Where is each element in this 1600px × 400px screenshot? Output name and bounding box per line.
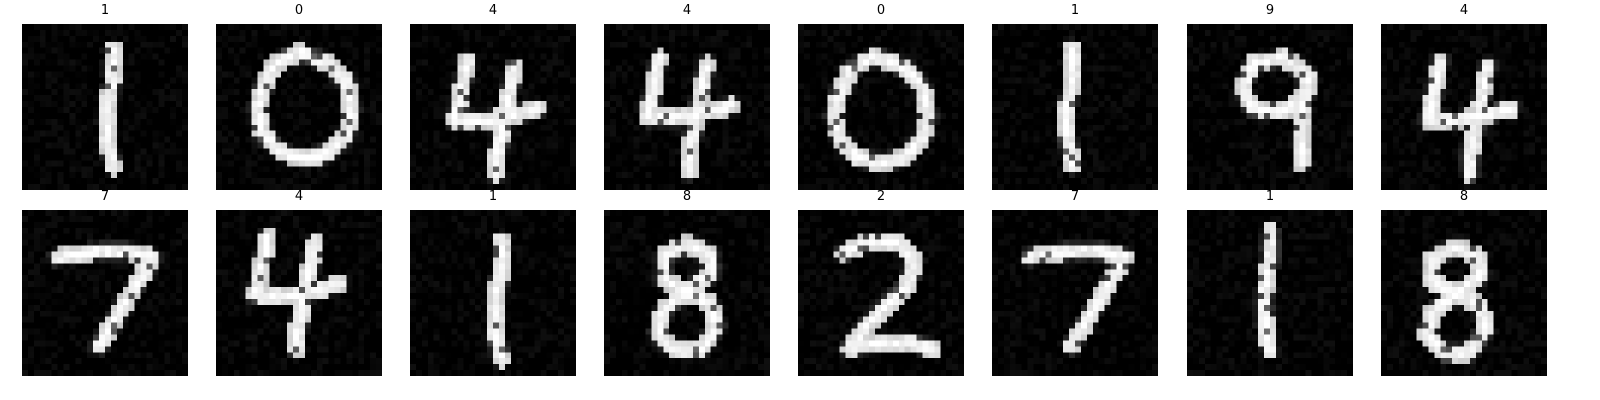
digit-label: 4 xyxy=(294,189,304,204)
digit-label: 7 xyxy=(1070,189,1080,204)
digit-label: 8 xyxy=(1459,189,1469,204)
digit-label: 0 xyxy=(294,3,304,18)
digit-image xyxy=(22,24,188,190)
digit-image xyxy=(22,210,188,376)
digit-image xyxy=(798,24,964,190)
digit-image xyxy=(410,210,576,376)
digit-image xyxy=(1187,24,1353,190)
digit-label: 0 xyxy=(876,3,886,18)
digit-label: 4 xyxy=(682,3,692,18)
digit-label: 2 xyxy=(876,189,886,204)
digit-image xyxy=(798,210,964,376)
digit-image xyxy=(992,24,1158,190)
digit-image xyxy=(1381,24,1547,190)
digit-image xyxy=(992,210,1158,376)
digit-image xyxy=(604,210,770,376)
digit-image xyxy=(410,24,576,190)
digit-label: 1 xyxy=(1070,3,1080,18)
digit-label: 4 xyxy=(488,3,498,18)
digit-label: 9 xyxy=(1265,3,1275,18)
digit-image xyxy=(216,24,382,190)
digit-image xyxy=(1381,210,1547,376)
digit-label: 7 xyxy=(100,189,110,204)
digit-label: 4 xyxy=(1459,3,1469,18)
digit-image xyxy=(216,210,382,376)
digit-label: 8 xyxy=(682,189,692,204)
digit-label: 1 xyxy=(488,189,498,204)
digit-image xyxy=(604,24,770,190)
digit-label: 1 xyxy=(100,3,110,18)
digit-label: 1 xyxy=(1265,189,1275,204)
digit-image xyxy=(1187,210,1353,376)
